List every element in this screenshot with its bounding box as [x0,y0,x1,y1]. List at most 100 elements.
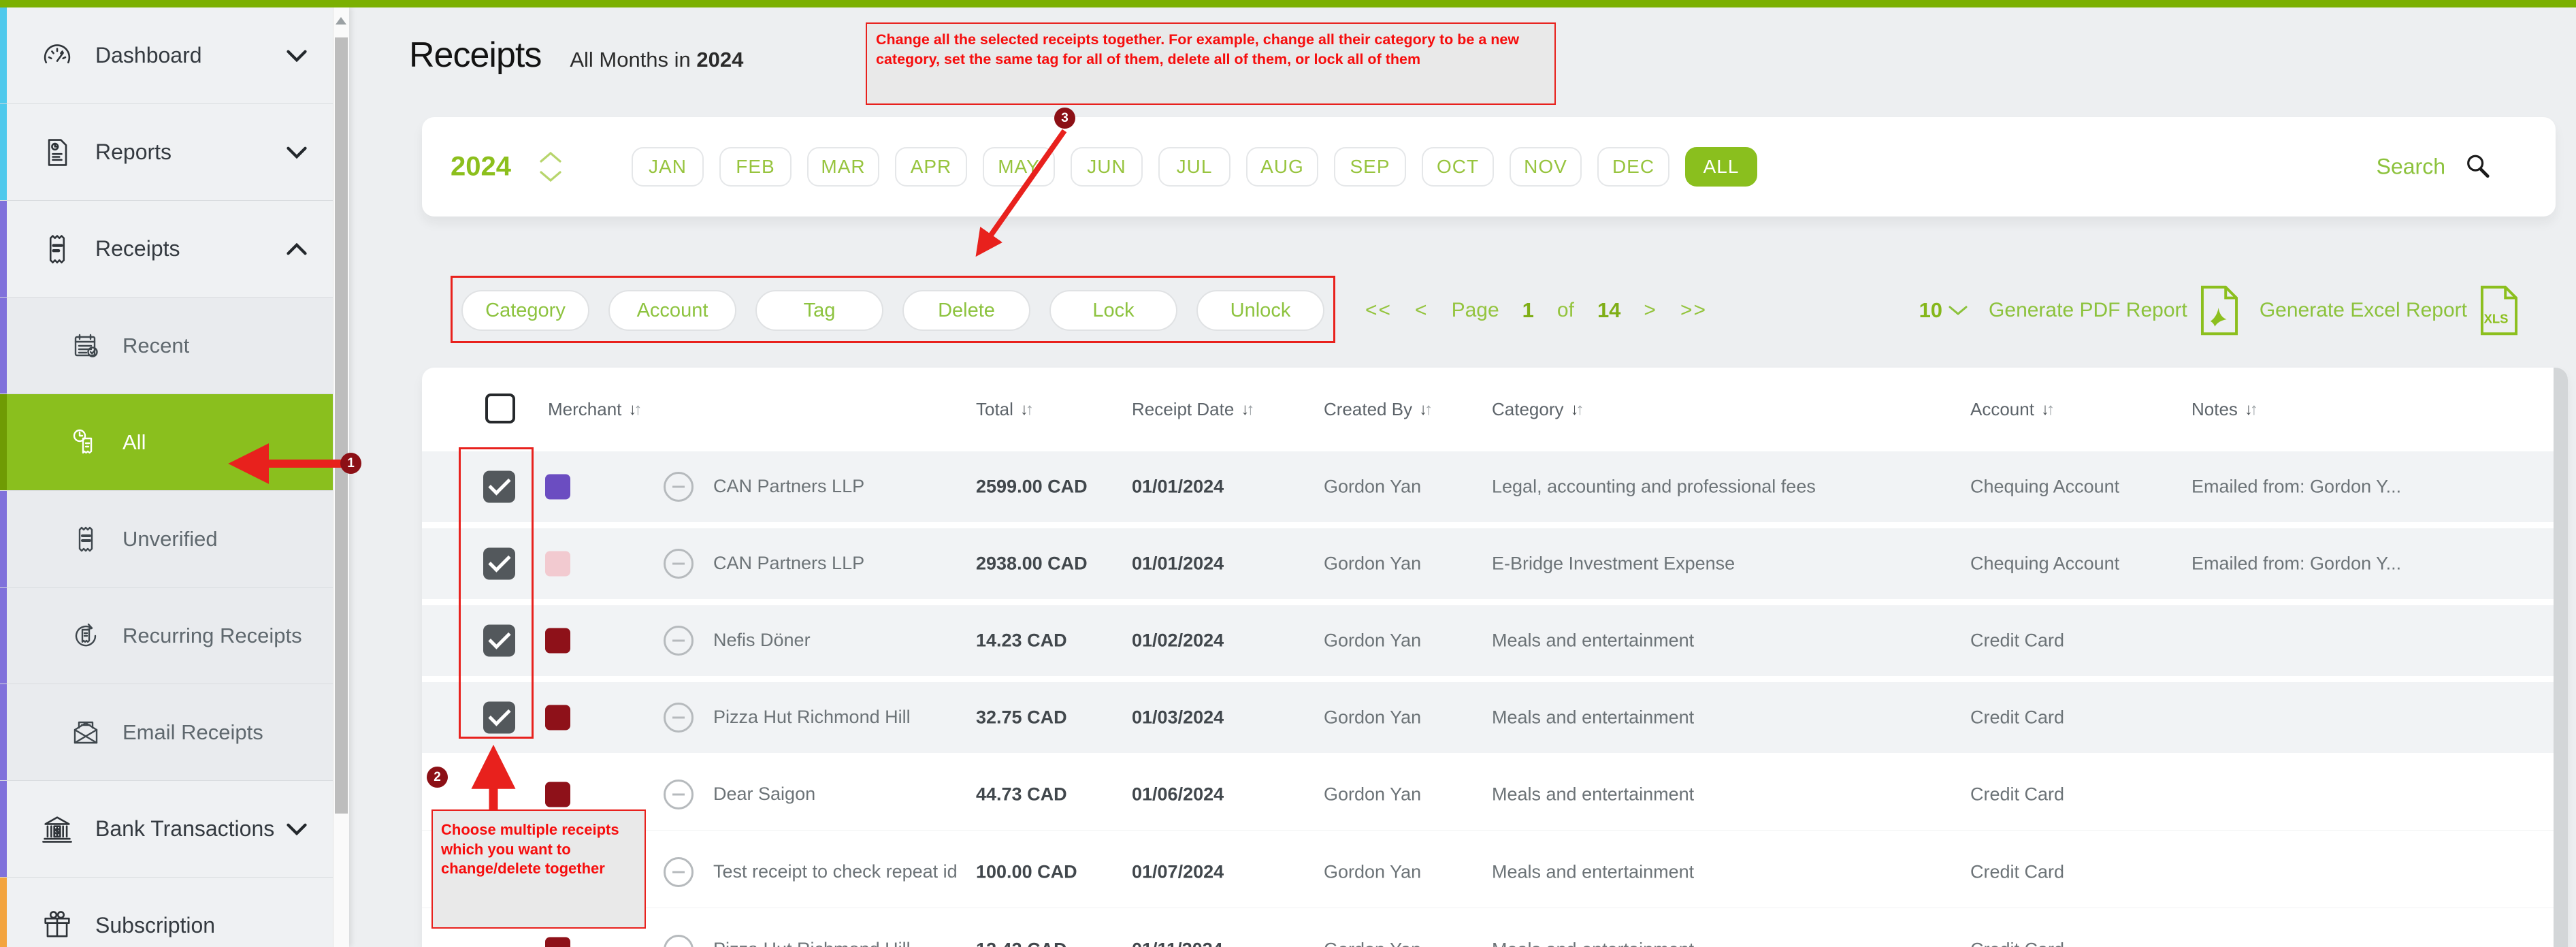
table-row[interactable]: Pizza Hut Richmond Hill 12.42 CAD 01/11/… [422,914,2554,947]
search-button[interactable]: Search [2377,153,2490,182]
chevron-down-icon [287,146,307,159]
row-checkbox[interactable] [483,547,515,580]
collapse-minus-icon[interactable] [664,780,694,809]
account-cell: Credit Card [1970,940,2064,947]
table-row[interactable]: Pizza Hut Richmond Hill 32.75 CAD 01/03/… [422,682,2554,753]
receipt-date-cell: 01/07/2024 [1132,861,1224,882]
sidebar-item-unverified[interactable]: Unverified [0,491,349,588]
sidebar-accent-strip [0,491,7,587]
column-header-created-by[interactable]: Created By ↓↑ [1324,399,1433,420]
year-up-icon[interactable] [539,151,562,163]
lock-button[interactable]: Lock [1049,290,1177,331]
sidebar-item-dashboard[interactable]: Dashboard [0,7,349,104]
category-button[interactable]: Category [461,290,589,331]
table-row[interactable]: Dear Saigon 44.73 CAD 01/06/2024 Gordon … [422,759,2554,831]
account-cell: Chequing Account [1970,476,2120,497]
bulk-action-buttons: Category Account Tag Delete Lock Unlock [461,290,1324,331]
last-page-button[interactable]: >> [1680,299,1707,321]
category-cell: Meals and entertainment [1492,784,1695,805]
month-pill-sep[interactable]: SEP [1334,147,1406,187]
receipt-date-cell: 01/02/2024 [1132,630,1224,651]
column-header-notes[interactable]: Notes ↓↑ [2191,399,2258,420]
sidebar-item-label: Subscription [95,913,216,937]
sidebar-accent-strip [0,298,7,394]
collapse-minus-icon[interactable] [664,626,694,656]
generate-excel-link[interactable]: Generate Excel Report XLS [2260,285,2519,336]
table-row[interactable]: Test receipt to check repeat id 100.00 C… [422,837,2554,908]
column-header-total[interactable]: Total ↓↑ [976,399,1034,420]
year-stepper [539,151,562,182]
collapse-minus-icon[interactable] [664,703,694,733]
header-label: Receipt Date [1132,399,1235,419]
row-checkbox[interactable] [483,701,515,734]
bulk-actions-toolbar: Category Account Tag Delete Lock Unlock … [349,276,2576,344]
table-scrollbar[interactable] [2554,368,2568,947]
table-row[interactable]: CAN Partners LLP 2938.00 CAD 01/01/2024 … [422,528,2554,599]
account-cell: Credit Card [1970,630,2065,651]
notes-cell: Emailed from: Gordon Y... [2191,476,2402,497]
next-page-button[interactable]: > [1644,299,1657,321]
column-header-category[interactable]: Category ↓↑ [1492,399,1584,420]
sidebar-item-email-receipts[interactable]: Email Receipts [0,684,349,781]
tag-button[interactable]: Tag [755,290,883,331]
month-pill-aug[interactable]: AUG [1246,147,1318,187]
column-header-receipt-date[interactable]: Receipt Date ↓↑ [1132,399,1254,420]
sidebar-item-label: Reports [95,140,172,164]
collapse-minus-icon[interactable] [664,472,694,502]
select-all-checkbox[interactable] [485,394,515,423]
email-envelope-icon [69,716,102,749]
first-page-button[interactable]: << [1365,299,1392,321]
table-row[interactable]: CAN Partners LLP 2599.00 CAD 01/01/2024 … [422,451,2554,522]
collapse-minus-icon[interactable] [664,549,694,579]
month-pill-all[interactable]: ALL [1685,147,1757,187]
sidebar-scrollbar-thumb[interactable] [335,37,348,814]
delete-button[interactable]: Delete [902,290,1030,331]
collapse-minus-icon[interactable] [664,935,694,947]
category-cell: Meals and entertainment [1492,940,1694,947]
month-pill-dec[interactable]: DEC [1597,147,1669,187]
category-color-swatch [545,705,570,731]
sidebar-item-recent[interactable]: Recent [0,298,349,394]
month-pill-oct[interactable]: OCT [1422,147,1494,187]
header-label: Account [1970,399,2034,419]
sort-icon: ↓↑ [2244,400,2258,419]
sidebar-accent-strip [0,781,7,877]
table-row[interactable]: Nefis Döner 14.23 CAD 01/02/2024 Gordon … [422,605,2554,676]
month-pill-feb[interactable]: FEB [719,147,792,187]
row-checkbox[interactable] [483,470,515,503]
month-pill-apr[interactable]: APR [895,147,967,187]
collapse-minus-icon[interactable] [664,857,694,887]
month-pill-jan[interactable]: JAN [632,147,704,187]
sidebar-scrollbar[interactable] [333,7,349,947]
month-pill-jun[interactable]: JUN [1071,147,1143,187]
sidebar-item-bank-transactions[interactable]: Bank Transactions [0,781,349,878]
merchant-cell: Dear Saigon [713,784,816,805]
unlock-button[interactable]: Unlock [1196,290,1324,331]
sidebar-item-recurring-receipts[interactable]: Recurring Receipts [0,588,349,684]
generate-excel-label: Generate Excel Report [2259,299,2467,321]
table-body: CAN Partners LLP 2599.00 CAD 01/01/2024 … [422,451,2554,947]
month-pill-may[interactable]: MAY [983,147,1055,187]
prev-page-button[interactable]: < [1415,299,1429,321]
generate-pdf-link[interactable]: Generate PDF Report [1989,285,2239,336]
sidebar-item-subscription[interactable]: Subscription [0,878,349,947]
sidebar-item-label: Recent [123,333,190,357]
page-size-select[interactable]: 10 [1919,298,1968,323]
account-button[interactable]: Account [608,290,736,331]
column-header-merchant[interactable]: Merchant ↓↑ [548,399,642,420]
sidebar-item-reports[interactable]: Reports [0,104,349,201]
page-label: Page [1451,299,1499,321]
merchant-cell: Nefis Döner [713,630,811,651]
month-pill-mar[interactable]: MAR [807,147,879,187]
pdf-file-icon [2200,285,2239,336]
sort-icon: ↓↑ [1570,400,1584,419]
year-down-icon[interactable] [539,170,562,182]
row-checkbox[interactable] [483,624,515,657]
sidebar-item-all[interactable]: All [0,394,349,491]
scroll-up-arrow-icon[interactable] [336,17,346,25]
sidebar-item-receipts[interactable]: Receipts [0,201,349,298]
chevron-down-icon [287,50,307,62]
month-pill-jul[interactable]: JUL [1158,147,1230,187]
month-pill-nov[interactable]: NOV [1510,147,1582,187]
column-header-account[interactable]: Account ↓↑ [1970,399,2055,420]
